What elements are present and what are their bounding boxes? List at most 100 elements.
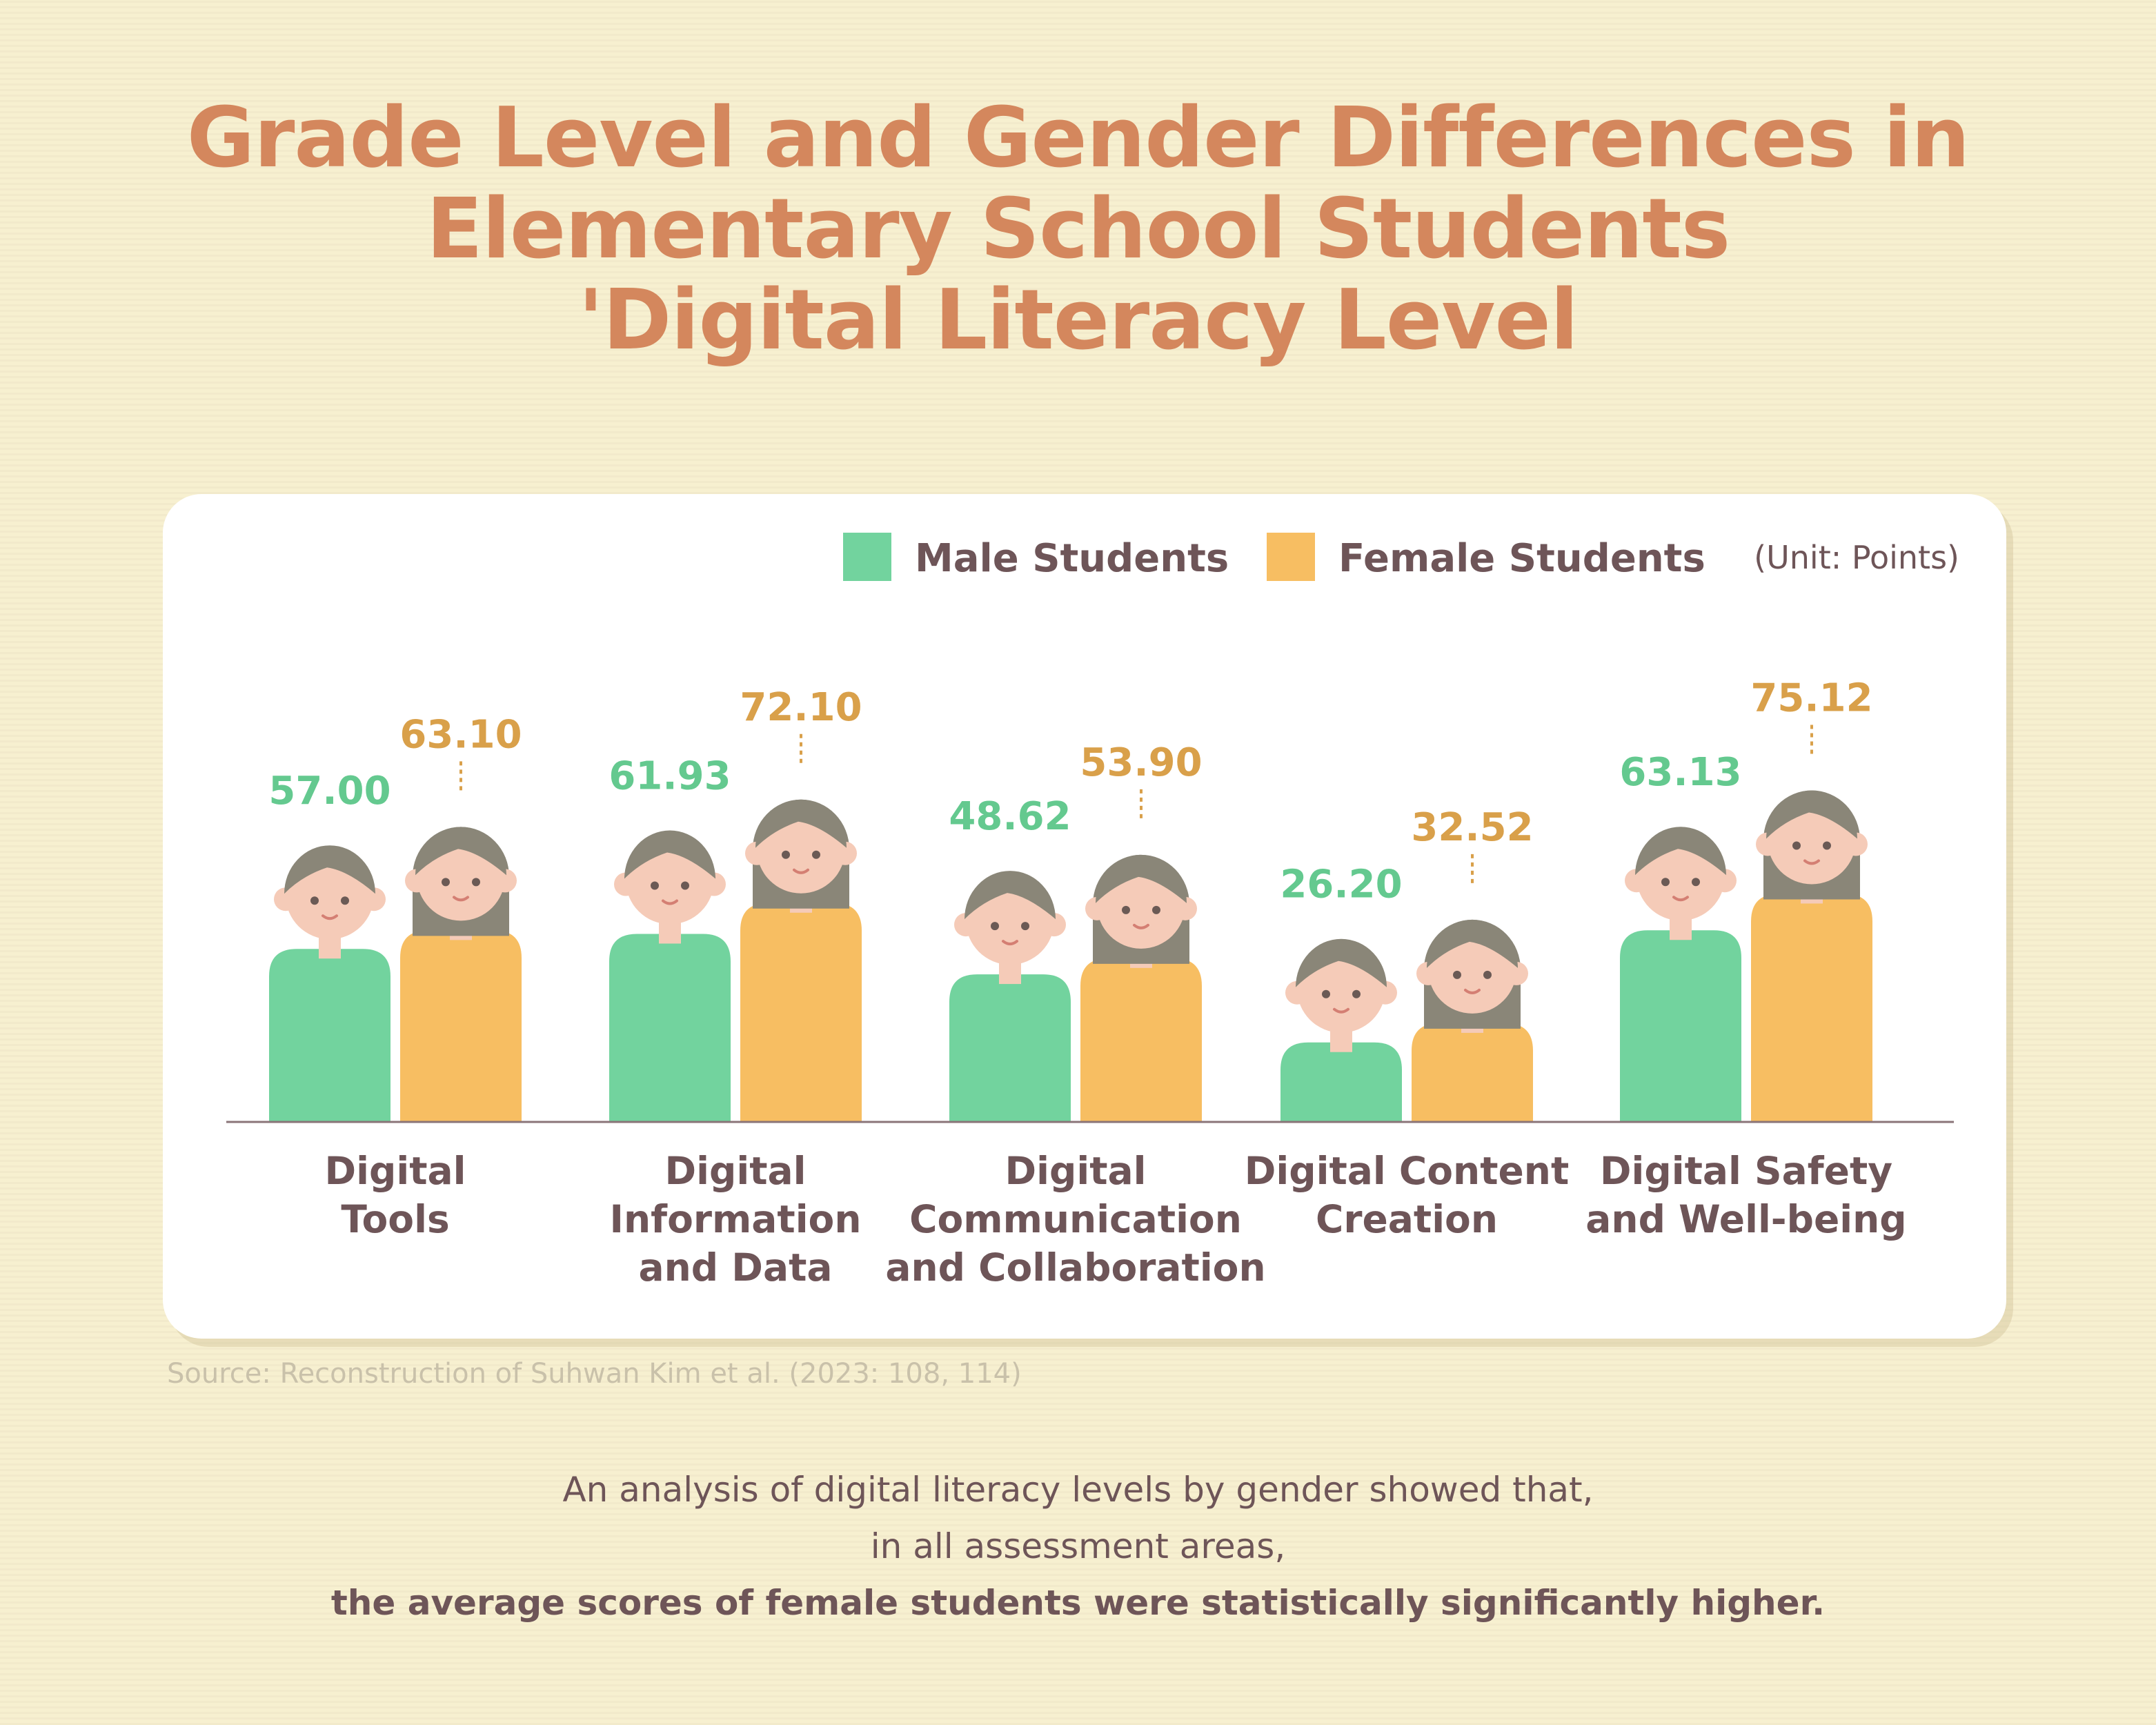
eye-right xyxy=(1823,841,1831,850)
smile xyxy=(1464,988,1481,994)
hair xyxy=(1427,919,1518,968)
value-label-male-4: 63.13 xyxy=(1619,750,1741,795)
summary-line-1: An analysis of digital literacy levels b… xyxy=(562,1470,1594,1510)
eye-right xyxy=(1483,970,1492,979)
figure-female-2 xyxy=(1085,854,1197,968)
figure-male-3 xyxy=(1285,938,1397,1052)
value-label-male-0: 57.00 xyxy=(268,769,390,814)
bar-female-0 xyxy=(400,930,522,1122)
bar-male-0 xyxy=(269,949,390,1122)
value-label-male-2: 48.62 xyxy=(949,794,1071,839)
category-label-line: Digital xyxy=(1005,1149,1147,1193)
legend-label-female: Female Students xyxy=(1338,536,1705,581)
eye-right xyxy=(1021,922,1029,931)
category-label-line: Digital Safety xyxy=(1600,1149,1892,1193)
value-label-male-3: 26.20 xyxy=(1280,862,1402,907)
bar-male-4 xyxy=(1620,930,1741,1122)
eye-left xyxy=(1322,989,1330,998)
smile xyxy=(1002,940,1018,946)
bar-female-3 xyxy=(1412,1023,1533,1122)
smile xyxy=(662,899,678,905)
eye-right xyxy=(341,896,349,905)
hair xyxy=(284,845,375,894)
eye-left xyxy=(1792,841,1801,850)
legend-label-male: Male Students xyxy=(915,536,1229,581)
bar-male-3 xyxy=(1280,1042,1402,1122)
hair xyxy=(1296,938,1387,987)
value-label-female-4: 75.12 xyxy=(1750,676,1872,720)
figure-male-4 xyxy=(1625,827,1737,940)
value-label-female-1: 72.10 xyxy=(740,685,862,730)
smile xyxy=(1803,859,1820,865)
bar-female-1 xyxy=(740,903,862,1122)
eye-left xyxy=(1453,970,1461,979)
category-label-line: Digital xyxy=(325,1149,466,1193)
eye-right xyxy=(681,881,689,890)
eye-left xyxy=(1122,905,1130,914)
eye-right xyxy=(1152,905,1160,914)
bar-chart: Male Students Female Students (Unit: Point… xyxy=(226,533,1959,1290)
eye-right xyxy=(472,878,480,887)
summary-line-3: the average scores of female students we… xyxy=(330,1583,1826,1623)
chart-card: Male Students Female Students (Unit: Point… xyxy=(163,494,2006,1339)
summary: An analysis of digital literacy levels b… xyxy=(0,1461,2156,1631)
hair xyxy=(755,799,847,848)
unit-label: (Unit: Points) xyxy=(1754,539,1959,576)
title-line-2: Elementary School Students xyxy=(426,181,1730,277)
hair xyxy=(624,830,715,879)
eye-left xyxy=(442,878,450,887)
bar-female-4 xyxy=(1751,894,1872,1122)
smile xyxy=(1333,1007,1349,1014)
eye-right xyxy=(1692,878,1700,887)
eye-left xyxy=(310,896,319,905)
hair xyxy=(415,827,506,876)
smile xyxy=(1672,896,1689,902)
hair xyxy=(1766,790,1857,839)
category-label-line: and Well-being xyxy=(1585,1197,1906,1241)
category-label-line: Tools xyxy=(341,1197,449,1241)
category-label-4: Digital Safety and Well-being xyxy=(1585,1149,1906,1241)
eye-right xyxy=(1352,989,1361,998)
summary-line-2: in all assessment areas, xyxy=(870,1526,1286,1566)
category-label-line: Digital Content xyxy=(1245,1149,1569,1193)
category-label-0: Digital Tools xyxy=(325,1149,466,1241)
figure-female-3 xyxy=(1416,919,1528,1033)
figure-female-0 xyxy=(405,827,517,940)
category-label-3: Digital Content Creation xyxy=(1245,1149,1569,1241)
legend-swatch-female xyxy=(1267,533,1315,581)
eye-left xyxy=(1661,878,1670,887)
smile xyxy=(1133,923,1149,929)
category-label-line: Creation xyxy=(1316,1197,1498,1241)
hair xyxy=(965,871,1056,920)
bar-male-2 xyxy=(949,974,1071,1122)
category-label-2: Digital Communication and Collaboration xyxy=(885,1149,1265,1290)
value-label-female-2: 53.90 xyxy=(1080,740,1202,785)
figure-female-4 xyxy=(1756,790,1868,904)
title-line-1: Grade Level and Gender Differences in xyxy=(186,90,1970,186)
figure-female-1 xyxy=(745,799,857,913)
category-label-line: and Data xyxy=(639,1245,833,1290)
title-line-3: 'Digital Literacy Level xyxy=(578,273,1579,368)
value-label-male-1: 61.93 xyxy=(609,754,731,799)
category-label-line: Digital xyxy=(665,1149,807,1193)
figure-male-1 xyxy=(614,830,726,944)
bar-female-2 xyxy=(1080,958,1202,1122)
page-title: Grade Level and Gender Differences in El… xyxy=(0,93,2156,366)
eye-right xyxy=(812,850,820,859)
category-label-line: and Collaboration xyxy=(885,1245,1265,1290)
category-label-line: Information xyxy=(610,1197,862,1241)
legend-swatch-male xyxy=(843,533,891,581)
figure-male-2 xyxy=(954,871,1066,985)
bar-male-1 xyxy=(609,934,731,1122)
figure-male-0 xyxy=(274,845,386,959)
eye-left xyxy=(651,881,659,890)
category-label-line: Communication xyxy=(909,1197,1242,1241)
smile xyxy=(322,914,338,920)
category-label-1: Digital Information and Data xyxy=(610,1149,862,1290)
eye-left xyxy=(991,922,999,931)
hair xyxy=(1635,827,1726,876)
hair xyxy=(1096,854,1187,903)
source-note: Source: Reconstruction of Suhwan Kim et … xyxy=(167,1358,1022,1390)
smile xyxy=(453,896,469,902)
value-label-female-0: 63.10 xyxy=(399,712,522,757)
